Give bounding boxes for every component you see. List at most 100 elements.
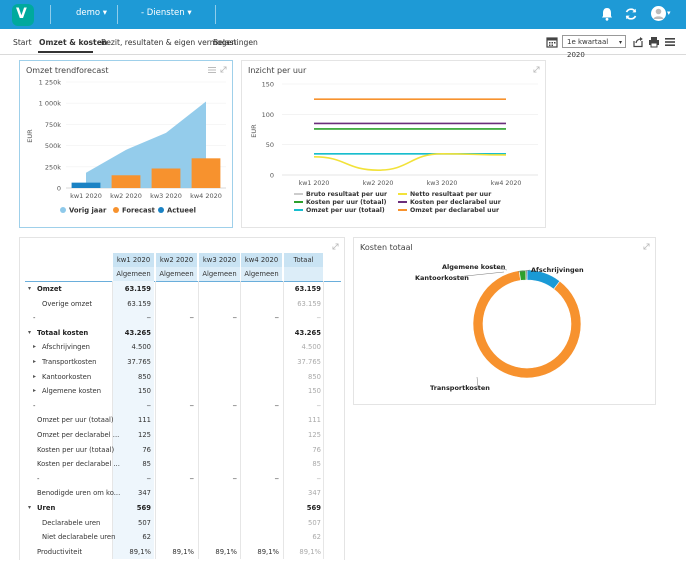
expand-icon[interactable] bbox=[643, 243, 650, 250]
row-label: - bbox=[33, 401, 36, 410]
collapse-toggle-icon[interactable]: ▾ bbox=[28, 504, 32, 511]
service-dropdown[interactable]: - Diensten ▾ bbox=[141, 8, 192, 18]
expand-toggle-icon[interactable]: ▸ bbox=[33, 372, 37, 380]
avatar[interactable] bbox=[651, 6, 666, 21]
column-divider bbox=[112, 281, 113, 559]
legend-label: Kosten per declarabel uur bbox=[410, 199, 502, 206]
cell-total: 347 bbox=[308, 489, 321, 498]
column-subheader: Algemeen bbox=[113, 267, 154, 281]
topbar-divider bbox=[215, 5, 216, 24]
cell-value: 76 bbox=[142, 445, 151, 454]
row-label: Transportkosten bbox=[42, 358, 97, 366]
column-header[interactable]: Totaal bbox=[284, 253, 323, 267]
share-icon[interactable] bbox=[632, 36, 644, 48]
row-label: Overige omzet bbox=[42, 299, 93, 308]
x-tick-label: kw4 2020 bbox=[491, 180, 522, 187]
tab-bezit-resultaten[interactable]: Bezit, resultaten & eigen vermogen bbox=[101, 38, 237, 47]
expand-icon[interactable] bbox=[332, 243, 339, 250]
cell-total: 62 bbox=[312, 533, 321, 542]
column-header[interactable]: kw2 2020 bbox=[156, 253, 197, 267]
row-label: Kantoorkosten bbox=[42, 372, 92, 381]
y-tick-label: 0 bbox=[57, 185, 61, 193]
slice-label-leader bbox=[455, 271, 505, 278]
legend-marker bbox=[398, 193, 407, 195]
company-dropdown[interactable]: demo ▾ bbox=[76, 8, 108, 18]
cell-value: ‒ bbox=[189, 474, 194, 483]
y-tick-label: 750k bbox=[45, 121, 61, 129]
line-series bbox=[313, 152, 507, 171]
print-icon[interactable] bbox=[648, 36, 660, 48]
tab-start[interactable]: Start bbox=[13, 38, 32, 47]
tab-omzet-kosten[interactable]: Omzet & kosten bbox=[39, 38, 108, 47]
slice-label: Algemene kosten bbox=[442, 263, 506, 271]
cell-total: 850 bbox=[308, 372, 321, 381]
hourly-panel: Inzicht per uur bbox=[241, 60, 546, 228]
collapse-toggle-icon[interactable]: ▾ bbox=[28, 328, 32, 336]
cell-total: 111 bbox=[308, 416, 321, 425]
cell-value: ‒ bbox=[274, 401, 279, 410]
cell-value: ‒ bbox=[232, 314, 237, 323]
cell-value: 850 bbox=[138, 372, 151, 381]
row-label: - bbox=[33, 314, 36, 323]
chart-menu-icon[interactable] bbox=[207, 66, 217, 74]
x-tick-label: kw3 2020 bbox=[427, 180, 458, 187]
x-tick-label: kw2 2020 bbox=[110, 192, 142, 200]
cell-value: 63.159 bbox=[127, 299, 151, 308]
slice-label-leader bbox=[487, 266, 508, 271]
row-label: Declarabele uren bbox=[42, 518, 101, 527]
refresh-icon[interactable] bbox=[623, 6, 639, 22]
y-tick-label: 100 bbox=[262, 111, 274, 119]
legend-marker bbox=[158, 207, 164, 213]
bar-forecast bbox=[111, 175, 141, 188]
x-tick-label: kw1 2020 bbox=[70, 192, 102, 200]
user-menu-caret[interactable]: ▾ bbox=[667, 9, 671, 17]
calendar-icon[interactable] bbox=[546, 36, 558, 48]
column-subheader: Algemeen bbox=[199, 267, 240, 281]
cell-value: 89,1% bbox=[172, 547, 194, 556]
legend-marker bbox=[113, 207, 119, 213]
cell-total: ‒ bbox=[316, 401, 321, 410]
cell-total: 4.500 bbox=[301, 343, 321, 352]
cell-value: 37.765 bbox=[127, 358, 151, 366]
topbar-divider bbox=[50, 5, 51, 24]
cell-value: 43.265 bbox=[124, 328, 151, 337]
y-tick-label: 0 bbox=[270, 172, 274, 180]
legend-label: Actueel bbox=[167, 207, 196, 215]
y-tick-label: 50 bbox=[266, 141, 274, 149]
cell-value: 89,1% bbox=[129, 547, 151, 556]
expand-icon[interactable] bbox=[220, 66, 227, 73]
cell-total: 125 bbox=[308, 431, 321, 439]
expand-icon[interactable] bbox=[533, 66, 540, 73]
cell-value: 347 bbox=[138, 489, 151, 498]
row-label: Afschrijvingen bbox=[42, 343, 90, 352]
legend-label: Omzet per uur (totaal) bbox=[306, 207, 385, 214]
cell-total: 43.265 bbox=[294, 328, 321, 337]
cell-value: ‒ bbox=[232, 474, 237, 483]
app-logo[interactable]: V bbox=[12, 4, 34, 26]
row-label: Productiviteit bbox=[37, 547, 83, 556]
legend-marker bbox=[60, 207, 66, 213]
tab-belastingen[interactable]: Belastingen bbox=[213, 38, 258, 47]
expand-toggle-icon[interactable]: ▸ bbox=[33, 358, 37, 365]
expand-toggle-icon[interactable]: ▸ bbox=[33, 343, 37, 351]
cell-value: 62 bbox=[142, 533, 151, 542]
menu-icon[interactable] bbox=[664, 36, 676, 48]
legend-label: Vorig jaar bbox=[69, 207, 107, 215]
legend-marker bbox=[294, 201, 303, 203]
bell-icon[interactable] bbox=[599, 6, 615, 22]
cell-value: ‒ bbox=[274, 314, 279, 323]
x-tick-label: kw2 2020 bbox=[363, 180, 394, 187]
period-select-value: 1e kwartaal 2020 bbox=[567, 38, 609, 59]
expand-toggle-icon[interactable]: ▸ bbox=[33, 387, 37, 395]
period-select[interactable]: 1e kwartaal 2020 ▾ bbox=[562, 35, 626, 59]
cell-total: 63.159 bbox=[297, 299, 321, 308]
column-header[interactable]: kw1 2020 bbox=[113, 253, 154, 267]
highlight-column bbox=[113, 281, 154, 559]
cell-value: 63.159 bbox=[124, 285, 151, 293]
column-header[interactable]: kw4 2020 bbox=[241, 253, 282, 267]
legend-marker bbox=[294, 193, 303, 195]
slice-label: Afschrijvingen bbox=[531, 266, 584, 274]
collapse-toggle-icon[interactable]: ▾ bbox=[28, 285, 32, 292]
column-header[interactable]: kw3 2020 bbox=[199, 253, 240, 267]
row-label: Omzet bbox=[37, 285, 62, 293]
